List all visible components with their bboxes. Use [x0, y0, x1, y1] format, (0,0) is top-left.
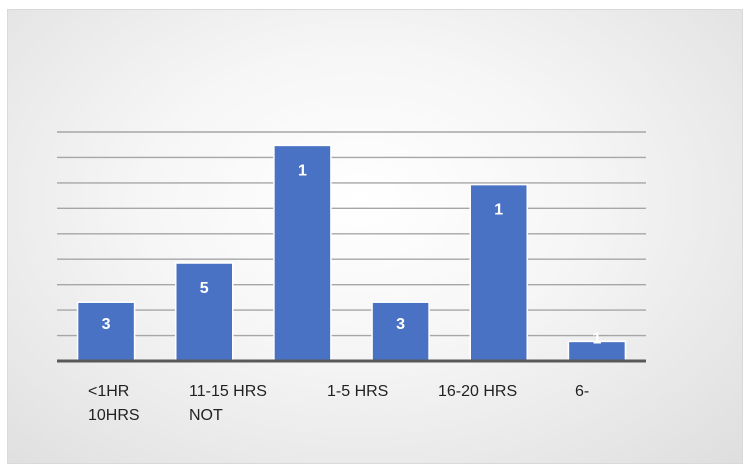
bar-labels: 3 5 1 3 1 1	[102, 162, 602, 347]
gridlines	[57, 131, 646, 337]
chart-area	[7, 9, 743, 464]
data-label: 1	[494, 202, 503, 219]
tick-label-not: NOT	[189, 407, 223, 424]
tick-label-16-20hrs: 16-20 HRS	[438, 383, 517, 400]
data-label: 1	[592, 330, 601, 347]
tick-label-10hrs: 10HRS	[88, 407, 140, 424]
data-label: 5	[200, 280, 209, 297]
data-label: 1	[298, 162, 307, 179]
tick-label-11-15hrs: 11-15 HRS	[189, 383, 267, 400]
bar	[175, 262, 234, 362]
data-label: 3	[396, 316, 405, 333]
tick-label-lt1hr: <1HR	[88, 383, 129, 400]
tick-label-1-5hrs: 1-5 HRS	[327, 383, 388, 400]
bars	[76, 144, 627, 362]
tick-label-6: 6-	[575, 383, 589, 400]
data-label: 3	[102, 316, 111, 333]
